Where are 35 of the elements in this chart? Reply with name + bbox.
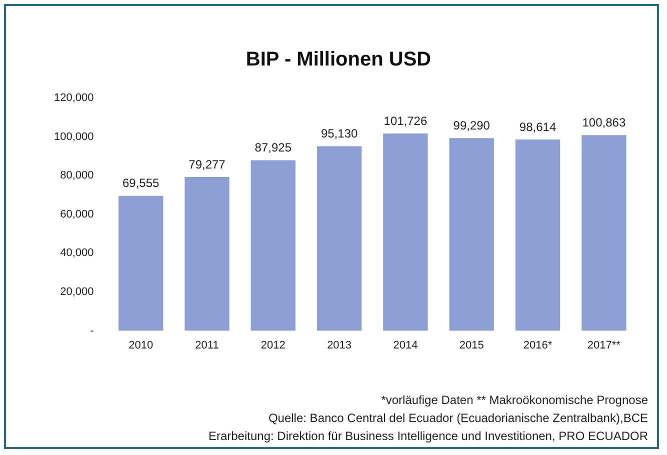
x-tick-label: 2014 — [393, 339, 418, 352]
data-label: 69,555 — [122, 176, 160, 190]
y-tick-label: 40,000 — [60, 247, 94, 260]
y-tick-label: 20,000 — [60, 286, 94, 298]
text: *vorläufige Daten ** Makroökonomische Prognose — [381, 393, 648, 407]
data-label: 87,925 — [254, 140, 292, 155]
x-tick-label: 2017** — [587, 339, 622, 352]
bar — [184, 177, 230, 331]
data-label: 100,863 — [582, 115, 626, 130]
bar — [383, 133, 428, 331]
source-note: Quelle: Banco Central del Ecuador (Ecuadorianische Zentralbank),BCE — [268, 411, 648, 425]
bar — [515, 139, 560, 331]
y-tick-label: 80,000 — [60, 170, 94, 182]
y-tick-label: 60,000 — [60, 208, 94, 220]
bar — [118, 196, 164, 331]
x-tick-label: 2016* — [523, 339, 553, 352]
y-tick-label: - — [90, 324, 94, 337]
bar — [316, 146, 362, 331]
x-tick-label: 2010 — [128, 339, 154, 352]
x-tick-label: 2012 — [260, 339, 286, 352]
bar — [582, 135, 626, 331]
x-tick-label: 2013 — [327, 339, 352, 352]
data-label: 79,277 — [188, 157, 226, 172]
chart-title: BIP - Millionen USD — [246, 48, 432, 71]
data-label: 98,614 — [519, 120, 556, 134]
x-tick-label: 2015 — [459, 339, 484, 352]
y-tick-label: 120,000 — [54, 92, 94, 104]
data-label: 99,290 — [453, 118, 490, 132]
text: Erarbeitung: Direktion für Business Intelligence und Investitionen, PRO ECUADOR — [208, 429, 648, 443]
bar — [250, 160, 296, 331]
data-label: 101,726 — [384, 114, 428, 128]
y-tick-label: 100,000 — [54, 130, 94, 143]
x-tick-label: 2011 — [195, 339, 219, 352]
bar — [449, 138, 494, 331]
data-label: 95,130 — [320, 126, 358, 141]
